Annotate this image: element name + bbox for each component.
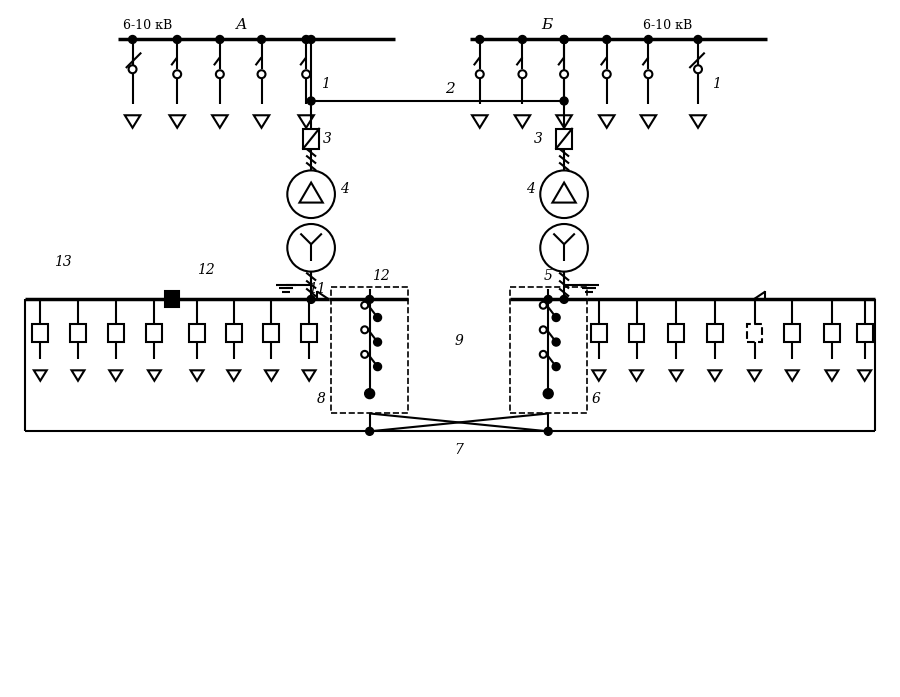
Circle shape (644, 36, 652, 43)
Text: 13: 13 (54, 254, 72, 269)
Circle shape (257, 70, 266, 78)
Bar (824, 324, 840, 342)
Circle shape (560, 70, 568, 78)
Bar (556, 129, 572, 148)
Circle shape (361, 326, 368, 333)
Circle shape (540, 326, 546, 333)
Circle shape (544, 389, 554, 399)
Text: 9: 9 (454, 334, 464, 348)
Text: 11: 11 (308, 282, 326, 296)
Circle shape (518, 70, 526, 78)
Circle shape (553, 314, 560, 321)
Text: 12: 12 (197, 263, 215, 277)
Bar (628, 324, 644, 342)
Circle shape (603, 36, 611, 43)
Circle shape (216, 70, 224, 78)
Circle shape (365, 427, 374, 436)
Bar (331, 287, 409, 413)
Circle shape (364, 389, 374, 399)
Bar (189, 324, 205, 342)
Bar (70, 324, 86, 342)
Circle shape (560, 36, 568, 43)
Circle shape (694, 36, 702, 43)
Bar (226, 324, 242, 342)
Circle shape (173, 70, 181, 78)
Text: 2: 2 (446, 82, 454, 96)
Circle shape (540, 351, 546, 358)
Circle shape (694, 66, 702, 73)
Circle shape (361, 302, 368, 309)
Circle shape (302, 70, 310, 78)
Text: Б: Б (542, 17, 553, 31)
Text: 5: 5 (544, 268, 553, 282)
Circle shape (544, 296, 553, 303)
Circle shape (374, 338, 382, 346)
Bar (857, 324, 873, 342)
Text: 1: 1 (712, 77, 721, 91)
Circle shape (307, 36, 315, 43)
Bar (147, 324, 162, 342)
Circle shape (257, 36, 266, 43)
Circle shape (560, 36, 568, 43)
Circle shape (365, 296, 374, 303)
Text: 3: 3 (534, 132, 543, 146)
Circle shape (129, 66, 137, 73)
Circle shape (307, 296, 315, 303)
Text: 6: 6 (592, 392, 600, 406)
Bar (302, 324, 317, 342)
Circle shape (173, 36, 181, 43)
Bar (32, 324, 49, 342)
Circle shape (302, 36, 310, 43)
Bar (591, 324, 607, 342)
Circle shape (374, 314, 382, 321)
Text: 1: 1 (321, 77, 330, 91)
Bar (108, 324, 123, 342)
Text: 8: 8 (317, 392, 326, 406)
Circle shape (216, 36, 224, 43)
Circle shape (553, 362, 560, 371)
Circle shape (544, 427, 553, 436)
Circle shape (361, 351, 368, 358)
Text: 4: 4 (340, 183, 349, 197)
Text: 4: 4 (526, 183, 536, 197)
Bar (784, 324, 800, 342)
Text: 12: 12 (372, 268, 390, 282)
Circle shape (603, 70, 611, 78)
Text: 6-10 кВ: 6-10 кВ (122, 19, 172, 31)
Bar (303, 129, 320, 148)
Text: 6-10 кВ: 6-10 кВ (644, 19, 693, 31)
Circle shape (518, 36, 526, 43)
Bar (166, 291, 179, 307)
Bar (509, 287, 587, 413)
Bar (706, 324, 723, 342)
Text: 3: 3 (323, 132, 332, 146)
Circle shape (307, 97, 315, 105)
Text: 7: 7 (454, 443, 464, 457)
Circle shape (540, 302, 546, 309)
Circle shape (644, 70, 652, 78)
Circle shape (560, 296, 568, 303)
Circle shape (560, 97, 568, 105)
Circle shape (553, 338, 560, 346)
Text: А: А (236, 17, 248, 31)
Bar (264, 324, 279, 342)
Circle shape (476, 36, 483, 43)
Bar (747, 324, 762, 342)
Bar (668, 324, 684, 342)
Circle shape (476, 70, 483, 78)
Circle shape (374, 362, 382, 371)
Circle shape (129, 36, 137, 43)
